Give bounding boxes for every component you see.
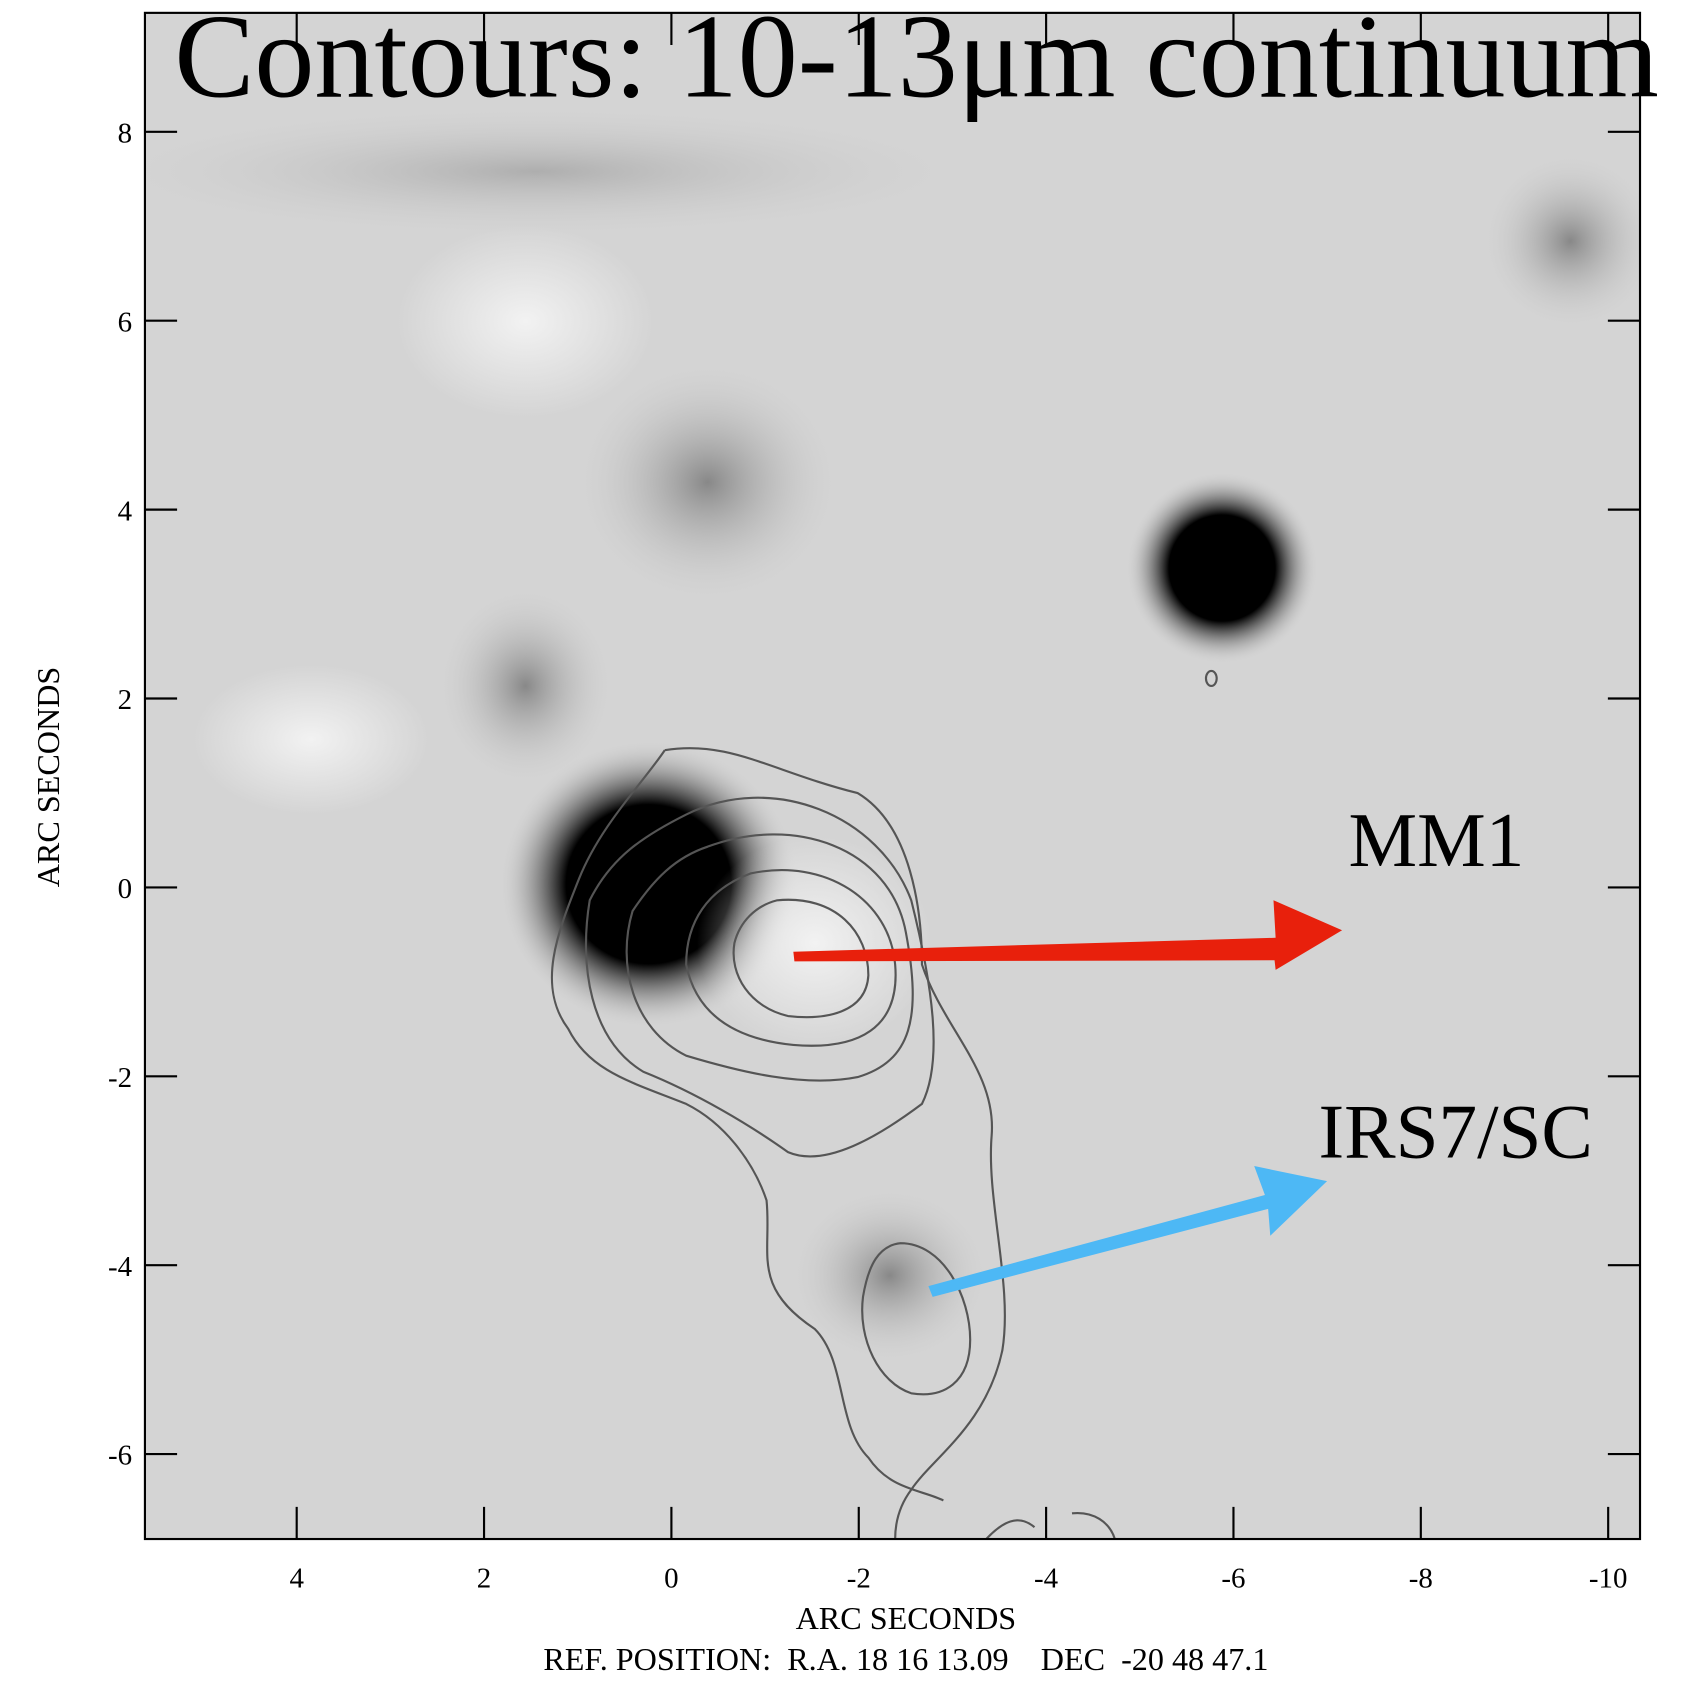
y-tick-label: -4 [108,1251,133,1283]
annotation-irs7: IRS7/SC [1318,1088,1592,1174]
y-axis-label: ARC SECONDS [30,667,66,888]
ticks: 4 2 0 -2 -4 -6 -8 -10 -6 -4 -2 0 2 4 6 8 [108,12,1641,1594]
x-tick-label: 0 [664,1562,678,1594]
x-tick-label: 2 [477,1562,491,1594]
annotation-mm1: MM1 [1348,797,1524,883]
x-tick-label: 4 [289,1562,304,1594]
y-tick-label: 2 [118,684,132,716]
arrow-irs7 [928,1166,1328,1297]
y-tick-label: 4 [118,495,133,527]
y-tick-label: 0 [118,873,132,905]
footnote: REF. POSITION: R.A. 18 16 13.09 DEC -20 … [543,1641,1268,1677]
y-tick-label: -2 [108,1062,132,1094]
x-tick-label: -10 [1589,1562,1628,1594]
plot-frame [143,11,1642,1541]
x-tick-label: -6 [1221,1562,1245,1594]
arrow-mm1 [793,900,1343,970]
y-tick-label: 6 [118,306,132,338]
x-tick-label: -4 [1034,1562,1059,1594]
title: Contours: 10-13μm continuum [174,0,1659,122]
y-tick-label: -6 [108,1440,132,1472]
x-tick-label: -2 [847,1562,871,1594]
y-tick-label: 8 [118,118,132,150]
image [144,12,1641,1540]
x-tick-label: -8 [1409,1562,1433,1594]
x-axis-label: ARC SECONDS [796,1600,1017,1636]
